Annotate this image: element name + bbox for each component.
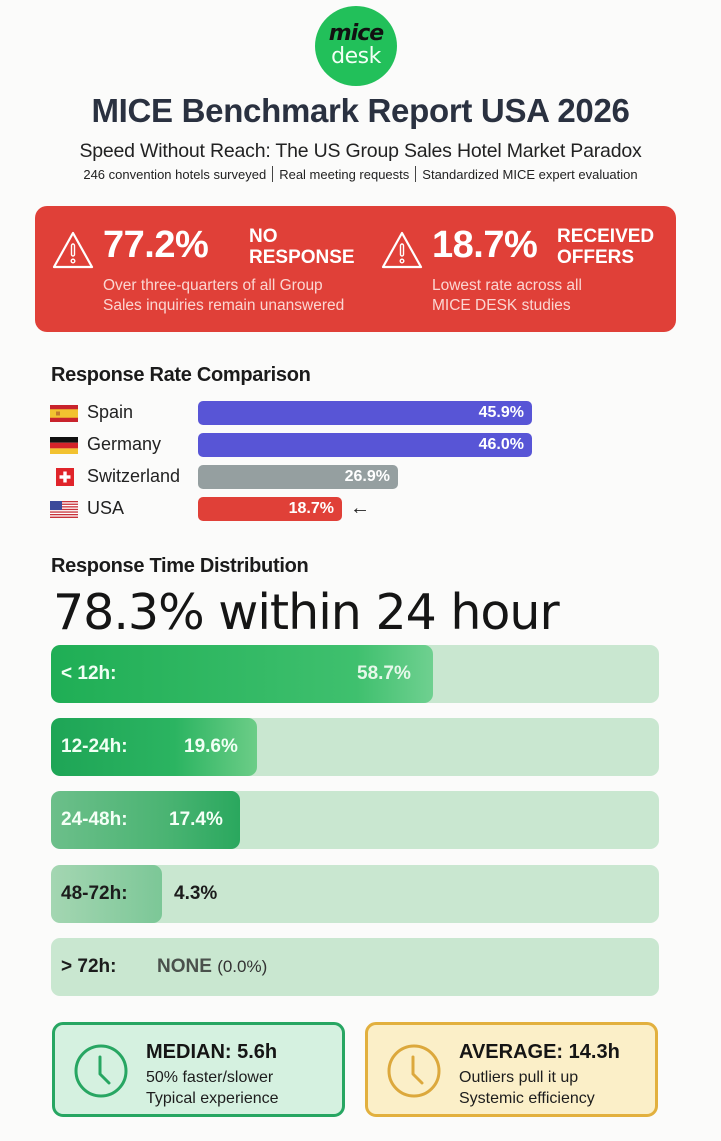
stat-value: 77.2%	[103, 224, 209, 266]
time-row-12-24h: 12-24h: 19.6%	[51, 718, 659, 776]
stat-label-line: OFFERS	[557, 247, 635, 268]
meta-item: Standardized MICE expert evaluation	[422, 167, 638, 182]
range-label: 12-24h:	[61, 736, 128, 757]
rate-row-usa: USA 18.7%	[50, 497, 570, 521]
page-title: MICE Benchmark Report USA 2026	[91, 92, 630, 129]
divider	[272, 166, 274, 182]
stat-description: Lowest rate across all MICE DESK studies	[432, 276, 582, 316]
time-bar-fill	[51, 645, 433, 703]
alert-banner: 77.2% NO RESPONSE Over three-quarters of…	[35, 206, 676, 332]
response-time-heading: Response Time Distribution	[51, 555, 309, 577]
stat-label-line: NO	[249, 226, 278, 247]
rate-row-germany: Germany 46.0%	[50, 433, 570, 457]
time-row-48-72h: 48-72h: 4.3%	[51, 865, 659, 923]
time-bar-fill	[51, 791, 240, 849]
desc-line: Lowest rate across all	[432, 277, 582, 294]
page-subtitle: Speed Without Reach: The US Group Sales …	[79, 140, 642, 162]
range-value-text: NONE	[157, 956, 212, 977]
time-bar-fill	[51, 865, 162, 923]
stat-description: Over three-quarters of all Group Sales i…	[103, 276, 344, 316]
time-row-24-48h: 24-48h: 17.4%	[51, 791, 659, 849]
meta-item: 246 convention hotels surveyed	[83, 167, 267, 182]
range-label: > 72h:	[61, 956, 117, 977]
clock-icon	[74, 1044, 128, 1098]
rate-bar: 45.9%	[198, 401, 532, 425]
survey-meta: 246 convention hotels surveyed Real meeti…	[0, 166, 721, 182]
stat-label-line: RECEIVED	[557, 226, 655, 247]
range-value-percent: (0.0%)	[217, 957, 268, 976]
range-value: NONE (0.0%)	[157, 938, 267, 996]
median-card: MEDIAN: 5.6h 50% faster/slower Typical e…	[52, 1022, 345, 1117]
spain-flag-icon	[50, 405, 78, 422]
range-label: 48-72h:	[61, 883, 128, 904]
desc-line: Over three-quarters of all Group	[103, 277, 323, 294]
range-value: 19.6%	[184, 736, 238, 757]
divider	[415, 166, 417, 182]
response-rate-heading: Response Rate Comparison	[51, 364, 311, 386]
range-value: 4.3%	[174, 883, 218, 904]
range-label: 24-48h:	[61, 809, 128, 830]
switzerland-flag-icon	[56, 468, 74, 486]
rate-bar: 46.0%	[198, 433, 532, 457]
average-line-1: Outliers pull it up	[459, 1069, 579, 1086]
country-name: Spain	[87, 402, 134, 422]
rate-row-switzerland: Switzerland 26.9%	[50, 465, 570, 489]
warning-icon	[381, 231, 423, 269]
average-card: AVERAGE: 14.3h Outliers pull it up Syste…	[365, 1022, 658, 1117]
time-row-over-72h: > 72h: NONE (0.0%)	[51, 938, 659, 996]
stat-label-line: RESPONSE	[249, 247, 355, 268]
headline-stat: 78.3% within 24 hour	[53, 584, 560, 641]
stat-label: NO RESPONSE	[249, 226, 355, 268]
median-line-1: 50% faster/slower	[146, 1069, 274, 1086]
rate-row-spain: Spain 45.9%	[50, 401, 570, 425]
micedesk-logo: mice desk	[315, 6, 397, 86]
arrow-left-icon: ←	[350, 497, 370, 519]
logo-text-desk: desk	[331, 44, 381, 69]
range-value: 17.4%	[169, 809, 223, 830]
warning-icon	[52, 231, 94, 269]
germany-flag-icon	[50, 437, 78, 454]
desc-line: Sales inquiries remain unanswered	[103, 297, 345, 314]
time-bar-fill	[51, 718, 257, 776]
range-label: < 12h:	[61, 663, 117, 684]
median-title: MEDIAN: 5.6h	[146, 1041, 278, 1063]
clock-icon	[387, 1044, 441, 1098]
usa-flag-icon	[50, 501, 78, 518]
country-name: USA	[87, 498, 125, 518]
median-line-2: Typical experience	[146, 1090, 279, 1107]
rate-bar: 18.7%	[198, 497, 342, 521]
range-value: 58.7%	[357, 663, 411, 684]
time-row-under-12h: < 12h: 58.7%	[51, 645, 659, 703]
average-line-2: Systemic efficiency	[459, 1090, 595, 1107]
country-name: Germany	[87, 434, 162, 454]
average-title: AVERAGE: 14.3h	[459, 1041, 620, 1063]
rate-bar: 26.9%	[198, 465, 398, 489]
stat-value: 18.7%	[432, 224, 538, 266]
meta-item: Real meeting requests	[279, 167, 410, 182]
logo-text-mice: mice	[328, 21, 384, 46]
country-name: Switzerland	[87, 466, 181, 486]
desc-line: MICE DESK studies	[432, 297, 571, 314]
stat-label: RECEIVED OFFERS	[557, 226, 654, 268]
